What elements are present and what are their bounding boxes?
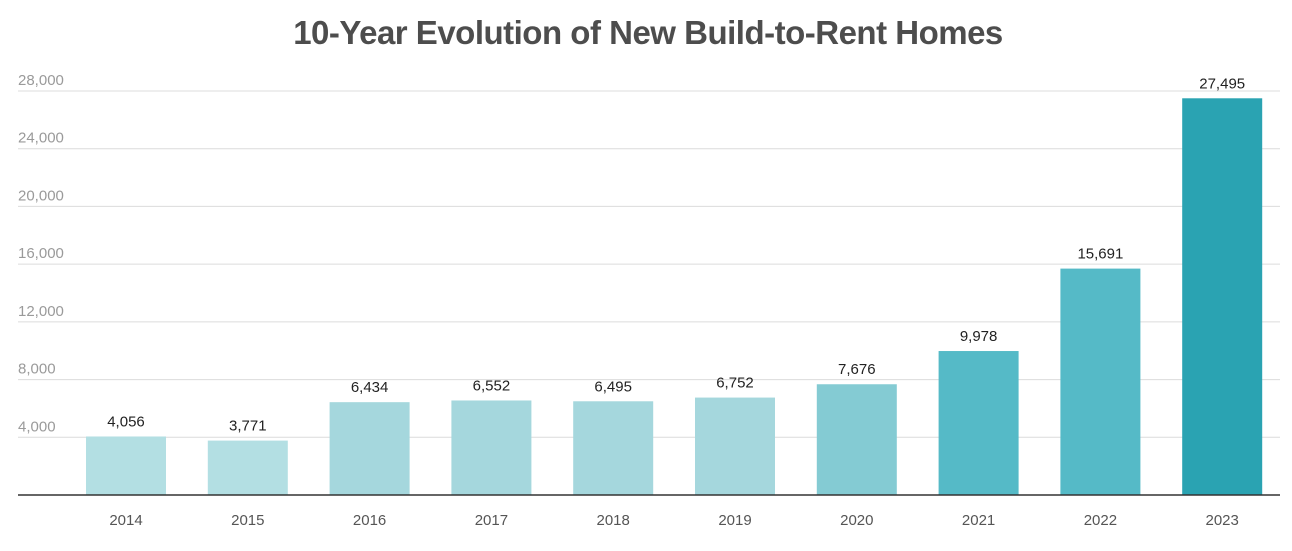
y-tick-label: 12,000	[18, 303, 64, 320]
bar-2016	[329, 402, 410, 495]
bar-2018	[573, 401, 654, 495]
x-tick-label: 2023	[1206, 512, 1239, 529]
bar-2017	[451, 400, 532, 495]
bar-2023	[1182, 98, 1263, 495]
y-tick-label: 8,000	[18, 361, 56, 378]
y-tick-label: 28,000	[18, 72, 64, 89]
data-label: 4,056	[107, 413, 145, 430]
bar-2019	[695, 397, 775, 495]
x-tick-label: 2017	[475, 512, 508, 529]
x-tick-label: 2016	[353, 512, 386, 529]
data-label: 7,676	[838, 361, 876, 378]
x-tick-label: 2015	[231, 512, 264, 529]
data-label: 6,752	[716, 375, 754, 392]
y-tick-label: 20,000	[18, 187, 64, 204]
x-axis-ticks: 2014 2015 2016 2017 2018 2019 2020 2021 2022 2023	[109, 512, 1239, 529]
bar-2014	[86, 436, 166, 495]
y-axis-ticks: 4,000 8,000 12,000 16,000 20,000 24,000 28,000	[18, 72, 64, 435]
bar-2020	[816, 384, 897, 495]
chart-title: 10-Year Evolution of New Build-to-Rent H…	[293, 14, 1003, 51]
data-label: 15,691	[1077, 246, 1123, 263]
data-label: 6,434	[351, 379, 389, 396]
data-label: 3,771	[229, 418, 267, 435]
x-tick-label: 2022	[1084, 512, 1117, 529]
data-label: 6,495	[594, 378, 632, 395]
bar-2022	[1060, 268, 1141, 495]
y-tick-label: 4,000	[18, 418, 56, 435]
x-tick-label: 2021	[962, 512, 995, 529]
y-tick-label: 24,000	[18, 130, 64, 147]
x-tick-label: 2014	[109, 512, 142, 529]
data-label: 27,495	[1199, 75, 1245, 92]
data-label: 9,978	[960, 328, 998, 345]
data-labels: 4,056 3,771 6,434 6,552 6,495 6,752 7,676 9,978…	[107, 75, 1245, 434]
x-tick-label: 2020	[840, 512, 873, 529]
data-label: 6,552	[473, 377, 511, 394]
x-tick-label: 2019	[718, 512, 751, 529]
bar-2021	[938, 351, 1019, 495]
bars	[86, 98, 1263, 495]
grid-lines	[18, 90, 1280, 438]
x-tick-label: 2018	[597, 512, 630, 529]
bar-2015	[207, 440, 288, 495]
y-tick-label: 16,000	[18, 245, 64, 262]
